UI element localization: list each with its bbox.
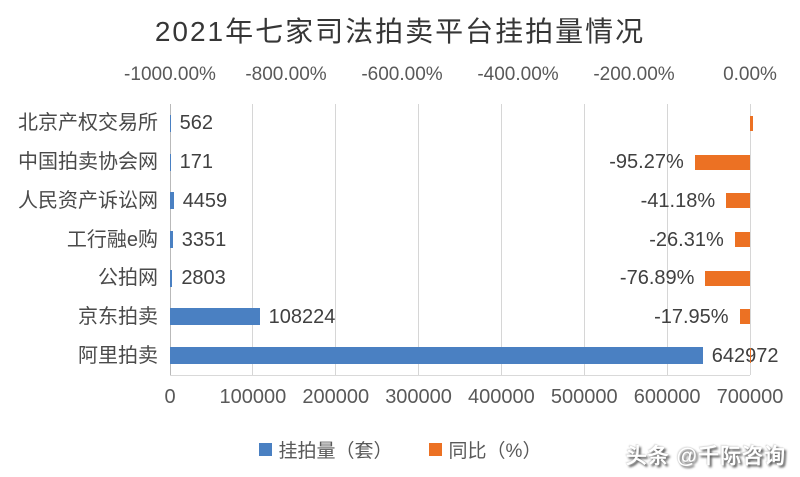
bar-listings bbox=[170, 347, 703, 365]
gridline bbox=[418, 104, 420, 375]
chart-title: 2021年七家司法拍卖平台挂拍量情况 bbox=[154, 16, 646, 47]
bar-yoy bbox=[694, 154, 750, 170]
category-label: 京东拍卖 bbox=[78, 305, 158, 328]
secondary-axis-tick: -1000.00% bbox=[124, 64, 216, 85]
primary-axis-tick: 700000 bbox=[716, 386, 784, 408]
category-label: 人民资产诉讼网 bbox=[18, 189, 158, 212]
bar-listings bbox=[170, 192, 174, 210]
primary-axis-tick: 100000 bbox=[219, 386, 287, 408]
primary-axis-tick: 200000 bbox=[302, 386, 370, 408]
category-label: 中国拍卖协会网 bbox=[18, 151, 158, 174]
primary-axis-tick: 600000 bbox=[633, 386, 701, 408]
value-label: 562 bbox=[179, 112, 213, 135]
legend-swatch-blue-icon bbox=[258, 443, 272, 456]
gridline bbox=[749, 104, 751, 375]
gridline bbox=[335, 104, 337, 375]
value-label: 2803 bbox=[181, 267, 226, 290]
category-label: 阿里拍卖 bbox=[78, 344, 158, 367]
legend: 挂拍量（套） 同比（%） bbox=[0, 436, 800, 463]
pct-label: -26.31% bbox=[649, 228, 724, 251]
value-label: 171 bbox=[179, 151, 213, 174]
watermark: 头条 @千际咨询 bbox=[625, 445, 786, 468]
bar-yoy bbox=[705, 270, 750, 286]
pct-label: -76.89% bbox=[619, 267, 695, 290]
secondary-axis-tick: -200.00% bbox=[593, 64, 675, 85]
primary-axis-tick: 500000 bbox=[550, 386, 618, 408]
legend-label-yoy: 同比（%） bbox=[448, 441, 542, 462]
secondary-axis-tick: -400.00% bbox=[477, 64, 559, 85]
bar-yoy bbox=[750, 348, 752, 364]
legend-label-listings: 挂拍量（套） bbox=[278, 441, 393, 462]
secondary-axis-tick: -600.00% bbox=[361, 64, 443, 85]
bar-yoy bbox=[734, 232, 750, 247]
secondary-axis-tick: -800.00% bbox=[245, 64, 327, 85]
legend-swatch-orange-icon bbox=[428, 443, 442, 456]
legend-item-yoy: 同比（%） bbox=[428, 436, 542, 463]
value-label: 3351 bbox=[181, 228, 227, 251]
pct-label: -17.95% bbox=[654, 305, 729, 328]
bar-listings bbox=[170, 269, 173, 287]
secondary-axis-tick: 0.00% bbox=[723, 64, 777, 85]
gridline bbox=[583, 104, 585, 375]
primary-axis-tick: 400000 bbox=[468, 386, 535, 408]
bar-listings bbox=[170, 231, 173, 248]
value-label: 642972 bbox=[711, 344, 779, 367]
bar-listings bbox=[170, 114, 171, 132]
legend-item-listings: 挂拍量（套） bbox=[258, 436, 393, 463]
bar-listings bbox=[170, 308, 260, 326]
bar-yoy bbox=[739, 309, 750, 325]
bar-yoy bbox=[750, 115, 753, 131]
pct-label: -41.18% bbox=[640, 189, 716, 212]
value-label: 108224 bbox=[268, 305, 336, 328]
bar-yoy bbox=[726, 193, 750, 209]
value-label: 4459 bbox=[182, 189, 228, 212]
primary-axis-line bbox=[170, 375, 750, 376]
category-label: 北京产权交易所 bbox=[18, 112, 158, 135]
primary-axis-tick: 0 bbox=[164, 386, 176, 408]
category-label: 工行融e购 bbox=[66, 228, 158, 251]
gridline bbox=[666, 104, 668, 375]
bar-listings bbox=[170, 153, 171, 171]
gridline bbox=[252, 104, 254, 375]
category-label: 公拍网 bbox=[98, 267, 158, 290]
gridline bbox=[500, 104, 502, 375]
primary-axis-tick: 300000 bbox=[385, 386, 452, 408]
pct-label: -95.27% bbox=[609, 151, 684, 174]
